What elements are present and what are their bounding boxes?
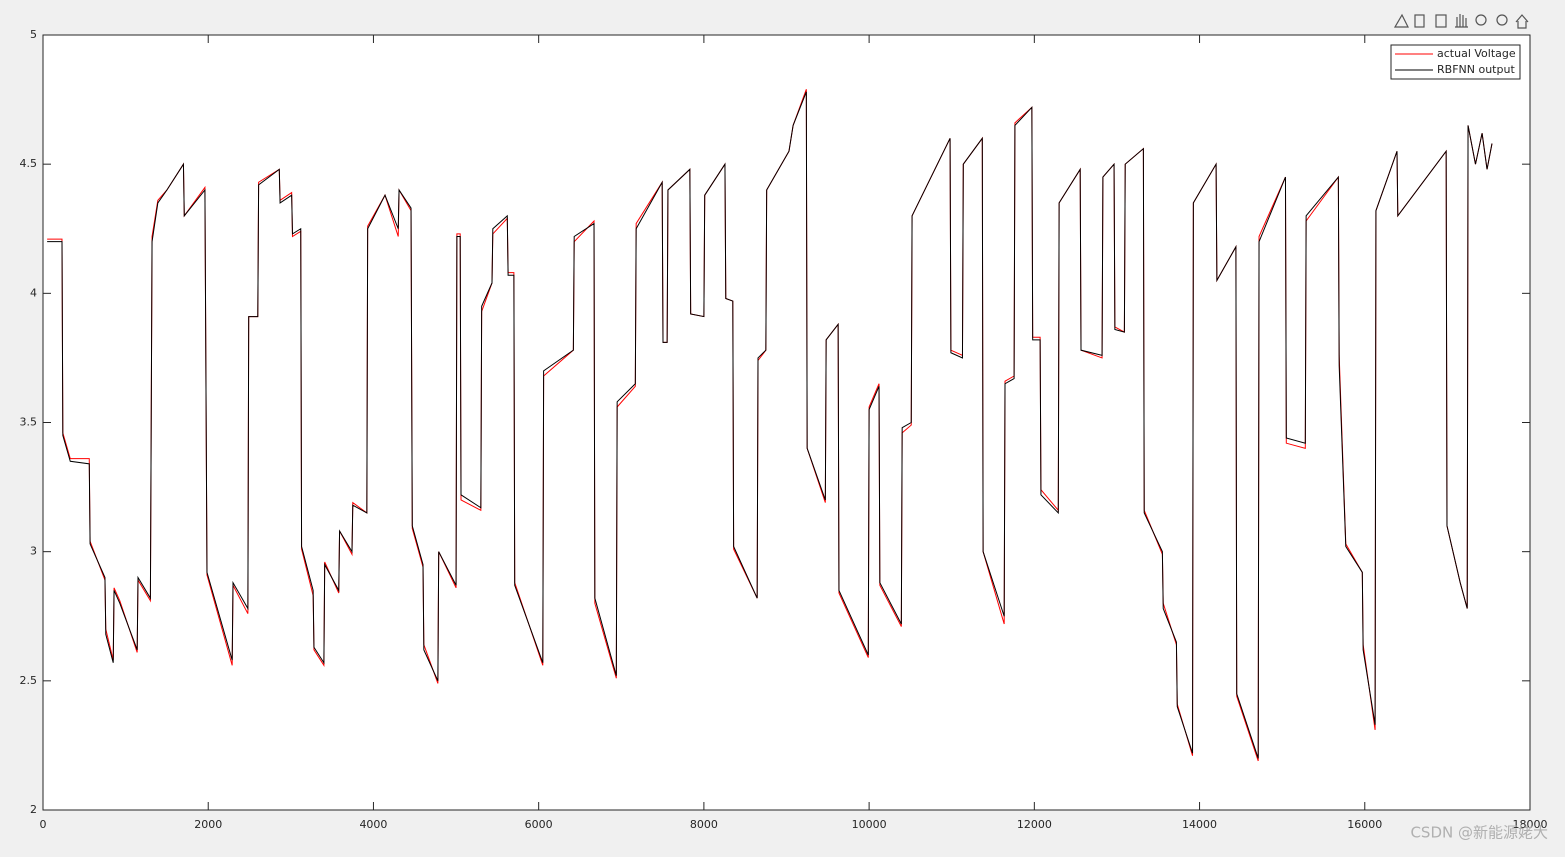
x-tick-label: 14000 [1182,818,1217,831]
x-tick-label: 8000 [690,818,718,831]
tool-icon[interactable] [1435,14,1447,28]
x-tick-label: 2000 [194,818,222,831]
x-tick-label: 6000 [525,818,553,831]
legend-label: actual Voltage [1437,47,1516,60]
tool-icon[interactable] [1496,14,1508,26]
x-tick-label: 16000 [1347,818,1382,831]
tool-icon[interactable] [1414,14,1425,28]
tool-icon[interactable] [1515,14,1529,29]
legend: actual Voltage RBFNN output [1390,44,1521,80]
x-tick-label: 0 [40,818,47,831]
tool-icon[interactable] [1393,13,1409,28]
y-tick-label: 4 [30,286,37,299]
x-tick-label: 12000 [1017,818,1052,831]
tool-icon[interactable] [1455,14,1468,28]
watermark: CSDN @新能源姥大 [1410,824,1548,842]
axes-box [42,34,1531,811]
y-tick-label: 3.5 [20,416,38,429]
toolbar [1393,13,1529,29]
y-tick-label: 3 [30,545,37,558]
legend-label: RBFNN output [1437,63,1515,76]
x-tick-label: 18000 [1513,818,1548,831]
series-line [47,91,1493,759]
y-tick-label: 2 [30,803,37,816]
y-tick-label: 4.5 [20,157,38,170]
y-tick-label: 2.5 [20,674,38,687]
x-tick-label: 4000 [359,818,387,831]
tool-icon[interactable] [1475,14,1487,26]
plot-area: 0 2000 4000 6000 8000 10000 12000 14000 16000 180… [20,28,1548,831]
y-tick-label: 5 [30,28,37,41]
x-tick-label: 10000 [852,818,887,831]
legend-box [1390,44,1521,80]
